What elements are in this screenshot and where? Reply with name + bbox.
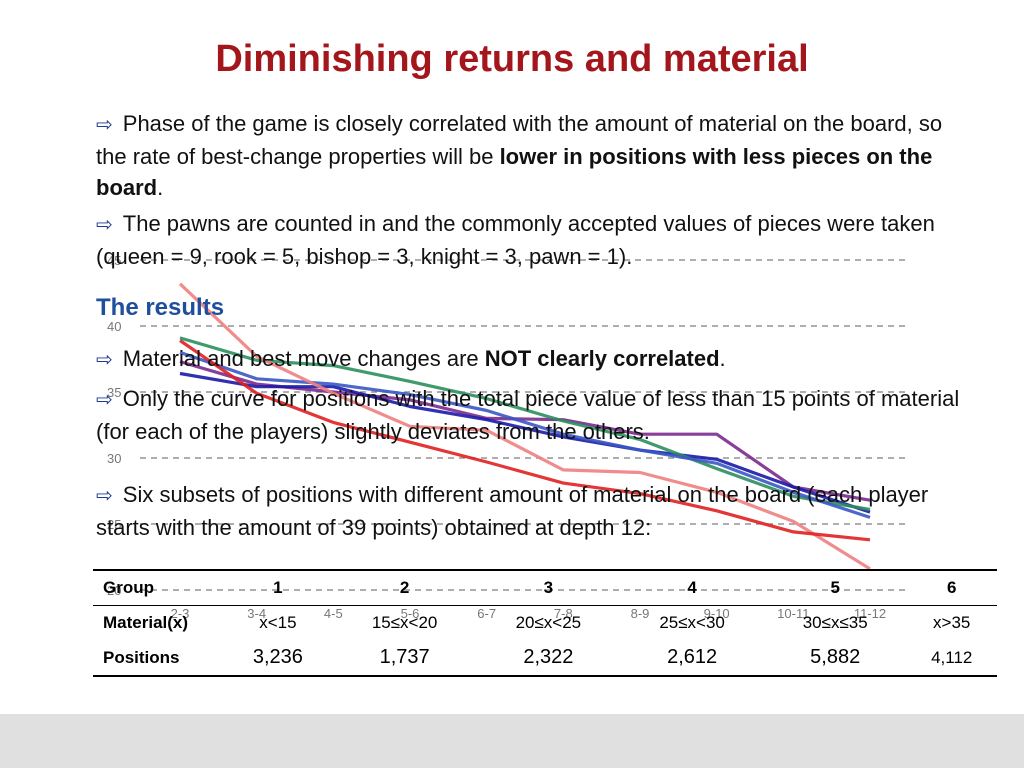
footer-bar bbox=[0, 714, 1024, 768]
y-tick-label: 40 bbox=[107, 319, 121, 334]
table-cell: 20≤x<25 bbox=[515, 612, 582, 632]
table-cell: x>35 bbox=[933, 612, 971, 632]
bullet-not-correlated: ⇨ Material and best move changes are NOT … bbox=[96, 343, 966, 376]
x-tick-label: 6-7 bbox=[477, 606, 496, 621]
table-row-positions: Positions 3,236 1,737 2,322 2,612 5,882 … bbox=[93, 640, 997, 676]
x-tick-label: 5-6 bbox=[401, 606, 420, 621]
table-cell: 5,882 bbox=[810, 646, 861, 668]
table-header-cell: Group bbox=[103, 577, 154, 597]
x-tick-label: 3-4 bbox=[247, 606, 266, 621]
slide-title: Diminishing returns and material bbox=[215, 38, 809, 80]
table-cell: 2,322 bbox=[523, 646, 574, 668]
x-tick-label: 4-5 bbox=[324, 606, 343, 621]
series-line-30-35 bbox=[179, 371, 871, 514]
bullet-subsets: ⇨ Six subsets of positions with different… bbox=[96, 479, 966, 543]
table-header-cell: 3 bbox=[543, 577, 554, 597]
table-cell: x<15 bbox=[259, 612, 297, 632]
results-table: Group 1 2 3 4 5 6 Material(x) x<15 15≤x<… bbox=[93, 569, 997, 677]
arrow-icon: ⇨ bbox=[96, 349, 113, 371]
table-row-label: Material(x) bbox=[103, 612, 189, 632]
y-tick-label: 35 bbox=[107, 385, 121, 400]
table-header-cell: 4 bbox=[687, 577, 697, 597]
arrow-icon: ⇨ bbox=[96, 389, 113, 411]
bullet-pawns-text: The pawns are counted in and the commonl… bbox=[96, 211, 935, 269]
results-heading: The results bbox=[96, 294, 225, 321]
series-line-<15 bbox=[179, 339, 871, 542]
bullet-not-correlated-text-1: Material and best move changes are bbox=[122, 346, 485, 371]
table-header-cell: 6 bbox=[946, 577, 957, 597]
bullet-deviation: ⇨ Only the curve for positions with the t… bbox=[96, 383, 966, 447]
table-cell: 2,612 bbox=[667, 646, 718, 668]
bullet-phase-text-2: . bbox=[157, 175, 164, 200]
y-tick-label: 25 bbox=[107, 517, 121, 532]
y-tick-label: 20 bbox=[107, 583, 121, 598]
series-line-20-24 bbox=[179, 350, 871, 519]
table-cell: 3,236 bbox=[252, 646, 303, 668]
bullet-phase-text-bold: lower in positions with less pieces on t… bbox=[96, 144, 933, 200]
arrow-icon: ⇨ bbox=[96, 214, 113, 236]
table-header-cell: 5 bbox=[830, 577, 840, 597]
table-cell: 15≤x<20 bbox=[371, 612, 438, 632]
x-tick-label: 9-10 bbox=[704, 606, 730, 621]
bullet-subsets-text: Six subsets of positions with different … bbox=[96, 482, 929, 540]
x-tick-label: 11-12 bbox=[854, 606, 886, 621]
series-line-25-29 bbox=[179, 336, 871, 512]
bullet-pawns: ⇨ The pawns are counted in and the common… bbox=[96, 208, 966, 272]
y-tick-label: 30 bbox=[107, 451, 121, 466]
y-tick-label: 45 bbox=[107, 253, 121, 268]
bullet-phase: ⇨ Phase of the game is closely correlated… bbox=[96, 108, 966, 203]
table-cell: 30≤x≤35 bbox=[802, 612, 868, 632]
bullet-not-correlated-bold: NOT clearly correlated bbox=[484, 346, 720, 371]
table-header-cell: 1 bbox=[273, 577, 283, 597]
table-row-label: Positions bbox=[103, 647, 180, 667]
x-tick-label: 10-11 bbox=[777, 606, 809, 621]
bullet-deviation-text: Only the curve for positions with the to… bbox=[96, 386, 960, 444]
table-header-cell: 2 bbox=[399, 577, 410, 597]
table-header-row: Group 1 2 3 4 5 6 bbox=[93, 570, 997, 605]
arrow-icon: ⇨ bbox=[96, 114, 113, 136]
table-cell: 4,112 bbox=[931, 647, 973, 667]
table-cell: 25≤x<30 bbox=[659, 612, 725, 632]
arrow-icon: ⇨ bbox=[96, 485, 113, 507]
x-tick-label: 8-9 bbox=[631, 606, 650, 621]
bullet-phase-text-1: Phase of the game is closely correlated … bbox=[96, 111, 943, 169]
table-row-material: Material(x) x<15 15≤x<20 20≤x<25 25≤x<30… bbox=[93, 605, 997, 640]
x-tick-label: 2-3 bbox=[171, 606, 190, 621]
x-tick-label: 7-8 bbox=[554, 606, 573, 621]
series-line-15-19 bbox=[178, 282, 871, 571]
table-cell: 1,737 bbox=[379, 646, 430, 668]
bullet-not-correlated-text-2: . bbox=[719, 346, 726, 371]
